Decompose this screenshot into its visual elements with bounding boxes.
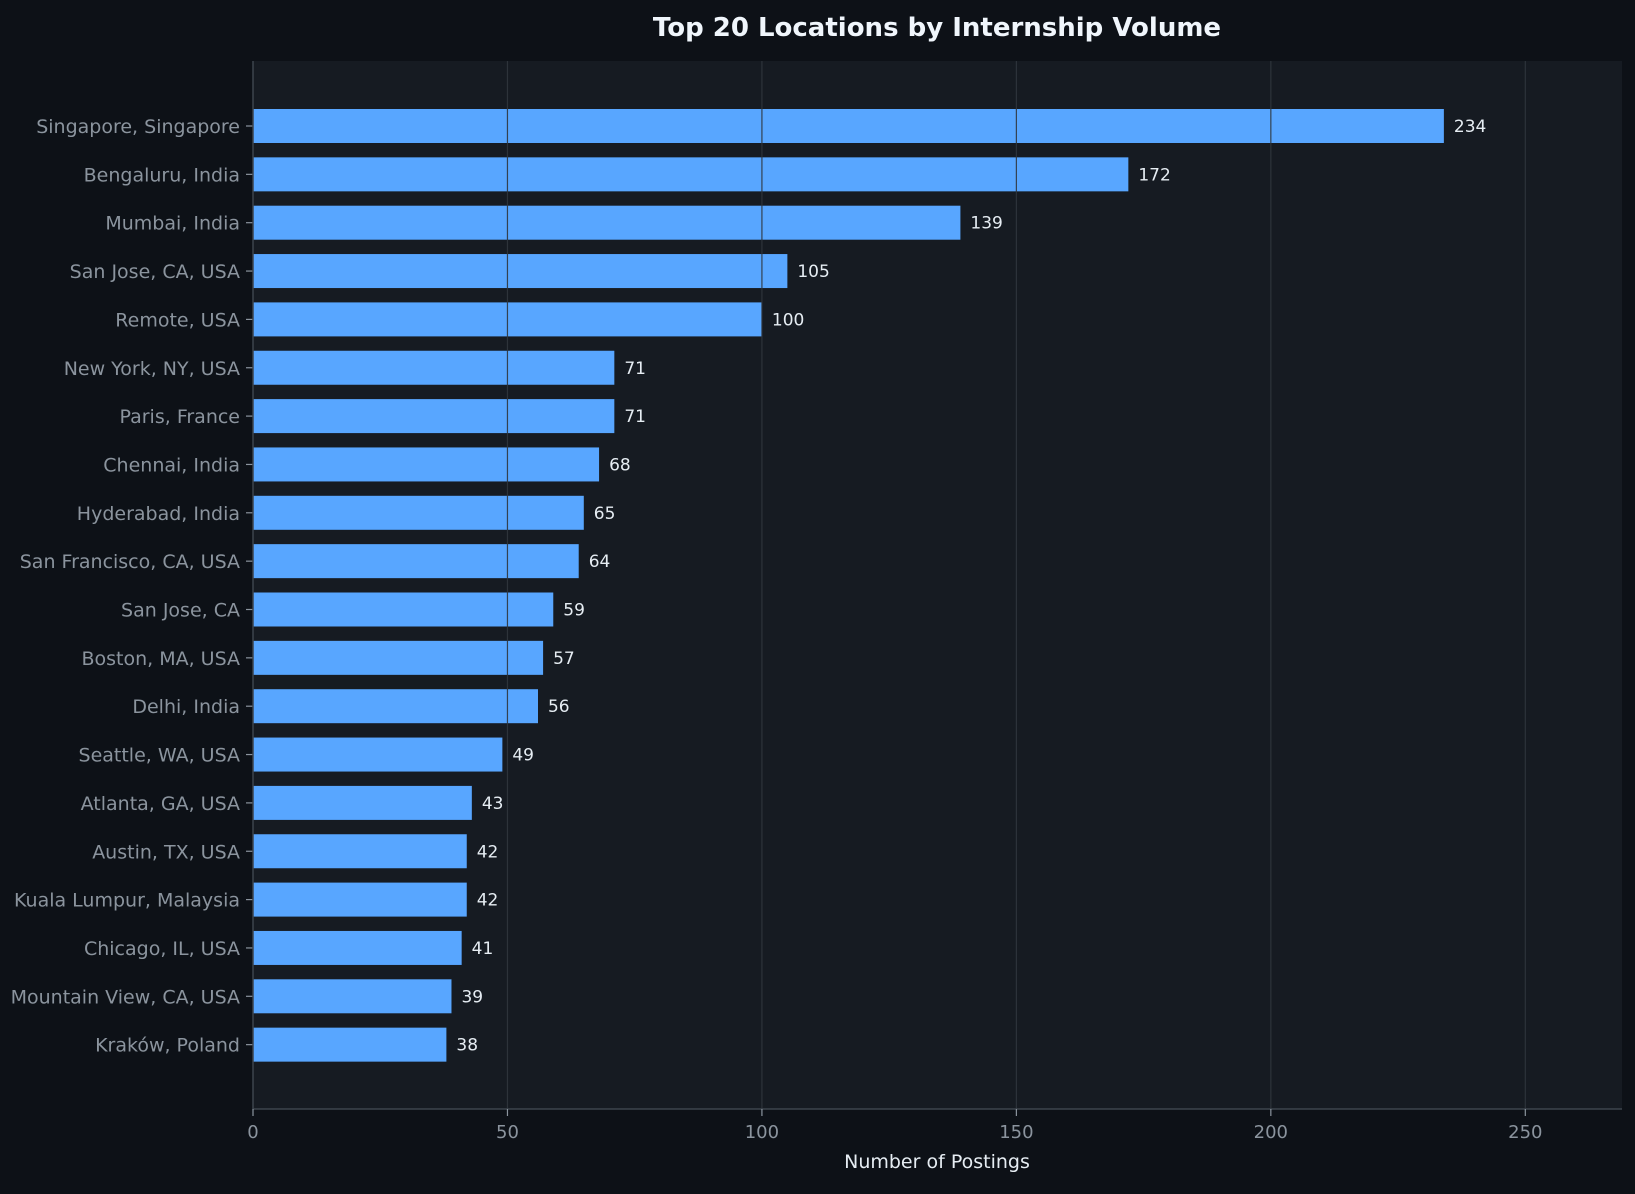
bar-value-label: 71 (624, 407, 646, 427)
bar (253, 254, 788, 289)
bar-value-label: 105 (797, 262, 829, 282)
bar-value-label: 41 (472, 939, 494, 959)
bar-value-label: 234 (1454, 117, 1486, 137)
x-tick-label: 0 (247, 1122, 258, 1143)
y-tick-label: Kuala Lumpur, Malaysia (14, 890, 240, 912)
bar (253, 640, 544, 675)
bar-value-label: 71 (624, 359, 646, 379)
bar-value-label: 39 (461, 987, 483, 1007)
y-tick-label: Seattle, WA, USA (79, 745, 240, 767)
bar-value-label: 57 (553, 649, 575, 669)
bar-value-label: 100 (772, 310, 804, 330)
bar (253, 930, 462, 965)
bar-value-label: 139 (970, 214, 1002, 234)
y-tick-label: Paris, France (120, 406, 241, 428)
bar (253, 447, 600, 482)
bar (253, 882, 467, 917)
bar-value-label: 38 (456, 1036, 478, 1056)
bar (253, 399, 615, 434)
grid-lines (506, 61, 1526, 1109)
y-tick-label: Delhi, India (132, 696, 240, 718)
bars (253, 109, 1444, 1062)
x-axis-label: Number of Postings (844, 1151, 1030, 1173)
y-tick-label: Hyderabad, India (77, 503, 240, 525)
bar (253, 157, 1129, 192)
bar (253, 834, 467, 869)
y-tick-label: Mumbai, India (105, 213, 240, 235)
y-tick-label: Chicago, IL, USA (84, 938, 240, 960)
y-tick-label: Bengaluru, India (84, 164, 240, 186)
bar-value-label: 172 (1138, 165, 1170, 185)
axes (246, 61, 1622, 1110)
bar-value-label: 68 (609, 455, 631, 475)
bar-value-label: 65 (594, 504, 616, 524)
y-tick-label: Remote, USA (115, 309, 240, 331)
y-tick-label: Singapore, Singapore (36, 116, 240, 138)
x-tick-label: 250 (1508, 1122, 1542, 1143)
y-tick-label: San Jose, CA (121, 600, 240, 622)
bar (253, 495, 584, 530)
bar (253, 350, 615, 385)
bar-value-label: 43 (482, 794, 504, 814)
bar (253, 979, 452, 1014)
y-tick-label: Boston, MA, USA (81, 648, 240, 670)
y-tick-label: Kraków, Poland (95, 1035, 240, 1057)
bar (253, 109, 1444, 143)
bar (253, 737, 503, 772)
bar-value-label: 42 (477, 842, 499, 862)
bar (253, 1027, 447, 1062)
y-tick-label: Austin, TX, USA (92, 841, 240, 863)
bar-value-label: 64 (589, 552, 611, 572)
x-tick-label: 50 (496, 1122, 519, 1143)
y-tick-label: San Jose, CA, USA (70, 261, 240, 283)
y-tick-label: San Francisco, CA, USA (20, 551, 240, 573)
y-tick-label: New York, NY, USA (64, 358, 240, 380)
bar (253, 689, 538, 724)
chart-title: Top 20 Locations by Internship Volume (653, 13, 1221, 43)
x-tick-label: 100 (745, 1122, 779, 1143)
bar-value-label: 42 (477, 891, 499, 911)
bar (253, 205, 961, 240)
y-tick-label: Chennai, India (103, 454, 240, 476)
bar-value-label: 59 (563, 601, 585, 621)
y-tick-label: Mountain View, CA, USA (11, 986, 240, 1008)
bar-value-label: 56 (548, 697, 570, 717)
y-tick-label: Atlanta, GA, USA (81, 793, 240, 815)
bar (253, 592, 554, 627)
bar (253, 785, 472, 820)
value-labels: 234 172 139 105 100 71 71 68 65 64 59 57 56 49 43 42 42 4… (456, 117, 1486, 1056)
x-tick-labels: 0 50 100 150 200 250 (247, 1109, 1542, 1143)
bar-value-label: 49 (512, 746, 534, 766)
bar (253, 544, 579, 579)
x-tick-label: 200 (1254, 1122, 1288, 1143)
y-tick-labels: Singapore, Singapore Bengaluru, India Mumb… (11, 116, 240, 1057)
x-tick-label: 150 (999, 1122, 1033, 1143)
